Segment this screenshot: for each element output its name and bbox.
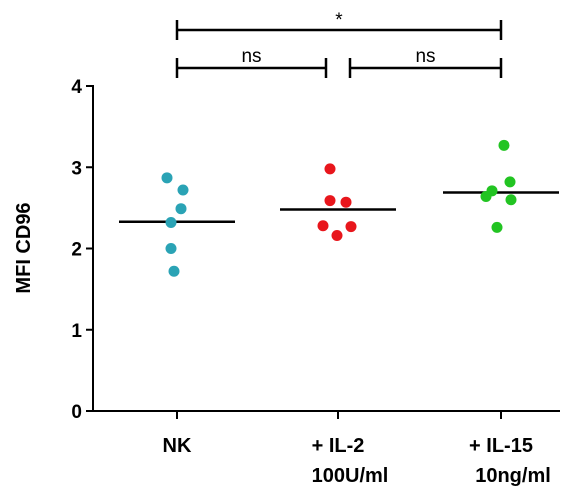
x-tick-label-line: NK [163, 435, 192, 457]
data-point [345, 221, 357, 233]
data-point [177, 184, 189, 196]
data-point [175, 203, 187, 215]
x-tick-label-line: + IL-15 [469, 435, 533, 457]
mean-lines [119, 191, 559, 223]
data-point [340, 196, 352, 208]
x-tick-label: NK [163, 435, 192, 457]
data-point [168, 265, 180, 277]
x-tick-label: + IL-15 10ng/ml [469, 435, 551, 487]
data-point [498, 139, 510, 151]
significance-label: ns [241, 46, 261, 67]
y-axis-label: MFI CD96 [13, 202, 35, 293]
data-point [317, 220, 329, 232]
data-point [324, 163, 336, 175]
y-tick-label: 3 [71, 158, 82, 179]
significance-label: ns [415, 46, 435, 67]
x-tick-label-line: 100U/ml [312, 465, 389, 487]
data-point [165, 243, 177, 254]
x-tick-label: + IL-2 100U/ml [312, 435, 389, 487]
axis-labels: 0 1 2 3 4 NK + IL-2 100U/ml + IL-15 10ng/ml MFI CD… [13, 77, 551, 487]
axes [86, 85, 560, 419]
data-point [324, 195, 336, 207]
data-point [480, 191, 492, 202]
y-tick-label: 4 [71, 77, 82, 98]
significance-brackets: * ns ns [175, 10, 503, 78]
data-points [161, 139, 517, 277]
data-point [165, 217, 177, 228]
y-tick-label: 1 [71, 321, 82, 342]
data-point [331, 230, 343, 241]
data-point [504, 176, 516, 188]
data-point [161, 172, 173, 184]
significance-label: * [335, 10, 343, 31]
x-tick-label-line: 10ng/ml [475, 465, 551, 487]
data-point [491, 221, 503, 233]
data-point [505, 194, 517, 206]
y-tick-label: 0 [71, 402, 82, 423]
y-tick-label: 2 [71, 240, 82, 261]
x-tick-label-line: + IL-2 [312, 435, 365, 457]
